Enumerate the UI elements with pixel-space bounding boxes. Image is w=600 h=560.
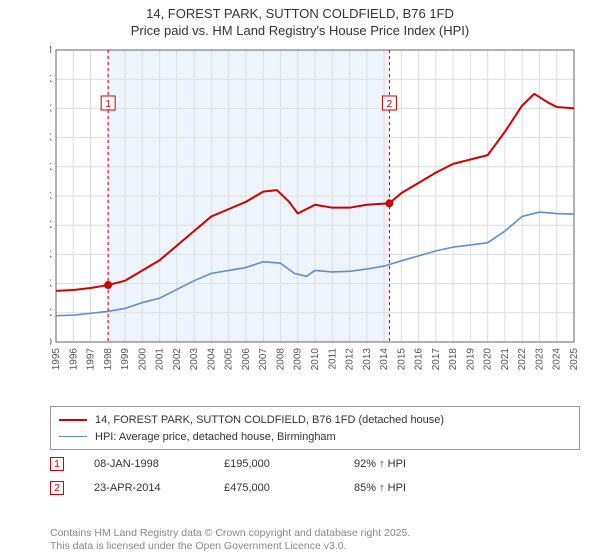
svg-text:2024: 2024 (552, 348, 563, 371)
svg-text:2006: 2006 (241, 348, 252, 371)
svg-text:2023: 2023 (534, 348, 545, 371)
footer-copyright: Contains HM Land Registry data © Crown c… (50, 527, 410, 541)
marker-row-2: 2 23-APR-2014 £475,000 85% ↑ HPI (50, 476, 580, 500)
legend-label-hpi: HPI: Average price, detached house, Birm… (95, 431, 336, 443)
svg-text:2017: 2017 (431, 348, 442, 371)
svg-text:2005: 2005 (224, 348, 235, 371)
footer: Contains HM Land Registry data © Crown c… (50, 527, 410, 554)
svg-text:1: 1 (105, 99, 111, 110)
svg-text:2013: 2013 (362, 348, 373, 371)
svg-text:2025: 2025 (569, 348, 580, 371)
marker-date-2: 23-APR-2014 (94, 482, 224, 494)
svg-text:2: 2 (387, 99, 393, 110)
svg-text:2020: 2020 (483, 348, 494, 371)
svg-text:2001: 2001 (155, 348, 166, 371)
svg-text:2015: 2015 (396, 348, 407, 371)
title-block: 14, FOREST PARK, SUTTON COLDFIELD, B76 1… (0, 0, 600, 40)
svg-text:£200K: £200K (50, 279, 52, 290)
title-address: 14, FOREST PARK, SUTTON COLDFIELD, B76 1… (0, 6, 600, 23)
marker-table: 1 08-JAN-1998 £195,000 92% ↑ HPI 2 23-AP… (50, 452, 580, 500)
svg-text:1998: 1998 (103, 348, 114, 371)
svg-text:£1M: £1M (50, 45, 52, 56)
svg-text:2009: 2009 (293, 348, 304, 371)
marker-date-1: 08-JAN-1998 (94, 458, 224, 470)
svg-text:2002: 2002 (172, 348, 183, 371)
svg-text:2012: 2012 (345, 348, 356, 371)
svg-text:£500K: £500K (50, 191, 52, 202)
svg-text:£600K: £600K (50, 162, 52, 173)
svg-text:2000: 2000 (137, 348, 148, 371)
svg-text:£100K: £100K (50, 308, 52, 319)
svg-text:2019: 2019 (465, 348, 476, 371)
legend-item-property: 14, FOREST PARK, SUTTON COLDFIELD, B76 1… (59, 411, 571, 428)
svg-text:1997: 1997 (86, 348, 97, 371)
svg-text:2008: 2008 (275, 348, 286, 371)
svg-text:2021: 2021 (500, 348, 511, 371)
legend-label-property: 14, FOREST PARK, SUTTON COLDFIELD, B76 1… (95, 414, 444, 426)
svg-text:2007: 2007 (258, 348, 269, 371)
svg-text:£700K: £700K (50, 133, 52, 144)
marker-delta-1: 92% ↑ HPI (354, 458, 484, 470)
footer-licence: This data is licensed under the Open Gov… (50, 540, 410, 554)
legend-swatch-hpi (59, 436, 87, 437)
svg-text:£0: £0 (50, 337, 52, 348)
svg-text:2004: 2004 (206, 348, 217, 371)
svg-text:2011: 2011 (327, 348, 338, 370)
svg-text:2018: 2018 (448, 348, 459, 371)
marker-price-1: £195,000 (224, 458, 354, 470)
svg-text:2003: 2003 (189, 348, 200, 371)
marker-badge-1: 1 (50, 457, 64, 471)
legend-swatch-property (59, 419, 87, 421)
svg-text:1999: 1999 (120, 348, 131, 371)
svg-text:£800K: £800K (50, 103, 52, 114)
svg-text:1996: 1996 (68, 348, 79, 371)
svg-text:1995: 1995 (51, 348, 62, 371)
legend: 14, FOREST PARK, SUTTON COLDFIELD, B76 1… (50, 406, 580, 450)
marker-badge-2: 2 (50, 481, 64, 495)
svg-text:£300K: £300K (50, 249, 52, 260)
legend-item-hpi: HPI: Average price, detached house, Birm… (59, 428, 571, 445)
marker-price-2: £475,000 (224, 482, 354, 494)
chart-container: 14, FOREST PARK, SUTTON COLDFIELD, B76 1… (0, 0, 600, 560)
svg-text:£400K: £400K (50, 220, 52, 231)
svg-text:2010: 2010 (310, 348, 321, 371)
svg-text:2022: 2022 (517, 348, 528, 371)
title-subtitle: Price paid vs. HM Land Registry's House … (0, 23, 600, 40)
svg-text:2014: 2014 (379, 348, 390, 371)
marker-delta-2: 85% ↑ HPI (354, 482, 484, 494)
svg-text:£900K: £900K (50, 74, 52, 85)
svg-text:2016: 2016 (414, 348, 425, 371)
marker-row-1: 1 08-JAN-1998 £195,000 92% ↑ HPI (50, 452, 580, 476)
price-chart: £0 £100K £200K £300K £400K £500K £600K £700K £80… (50, 44, 580, 394)
